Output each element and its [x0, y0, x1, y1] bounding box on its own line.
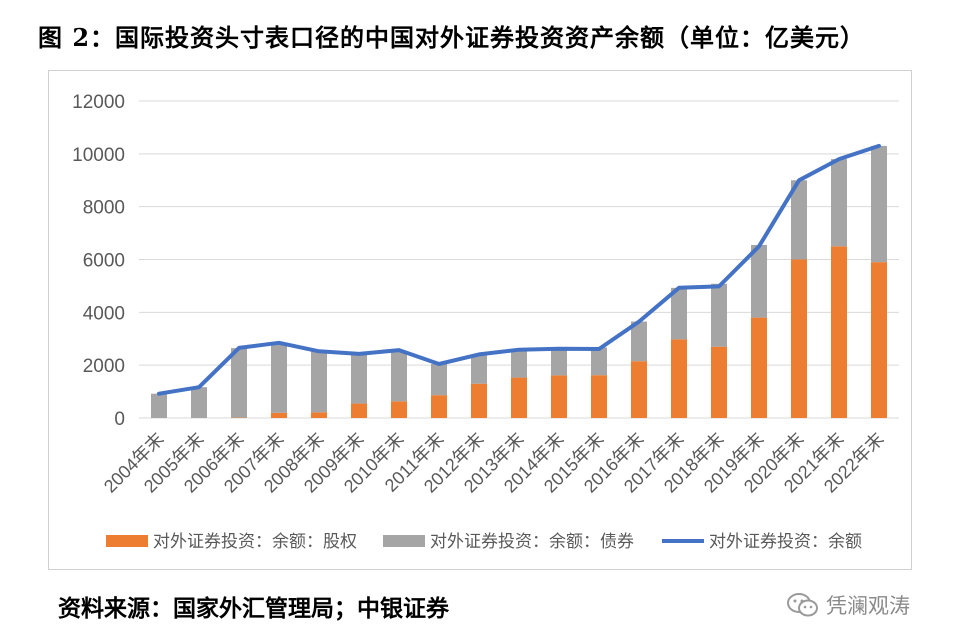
legend-label-equity: 对外证券投资：余额：股权: [153, 532, 357, 551]
y-tick-label: 10000: [72, 145, 125, 166]
y-tick-label: 2000: [83, 356, 125, 377]
bar-equity: [631, 361, 647, 418]
bar-debt: [351, 353, 367, 404]
bar-debt: [271, 342, 287, 413]
bar-debt: [191, 387, 207, 418]
bar-equity: [671, 339, 687, 418]
bar-debt: [711, 283, 727, 347]
legend-label-total: 对外证券投资：余额: [709, 532, 862, 551]
bar-debt: [831, 159, 847, 247]
y-tick-label: 6000: [83, 251, 125, 272]
bar-debt: [151, 393, 167, 418]
y-tick-label: 0: [114, 409, 125, 430]
y-tick-label: 12000: [72, 92, 125, 113]
bar-equity: [391, 401, 407, 418]
bar-debt: [671, 287, 687, 340]
bar-equity: [831, 246, 847, 418]
bar-equity: [591, 375, 607, 418]
bar-equity: [271, 412, 287, 418]
legend-swatch-debt: [383, 535, 425, 547]
line-total: [157, 143, 881, 396]
figure-title: 图 2：国际投资头寸表口径的中国对外证券投资资产余额（单位：亿美元）: [38, 23, 866, 52]
bar-debt: [471, 354, 487, 384]
y-tick-label: 4000: [83, 303, 125, 324]
bar-equity: [791, 259, 807, 418]
bar-equity: [351, 403, 367, 418]
watermark-text: 凭澜观涛: [826, 594, 910, 618]
bar-equity: [511, 377, 527, 418]
bar-debt: [751, 244, 767, 318]
bar-debt: [551, 348, 567, 376]
bar-equity: [711, 346, 727, 418]
bar-debt: [631, 321, 647, 362]
bar-debt: [431, 364, 447, 396]
y-tick-label: 8000: [83, 198, 125, 219]
bar-debt: [871, 145, 887, 263]
bar-equity: [871, 262, 887, 418]
bar-debt: [591, 347, 607, 376]
chart-canvas: 0200040006000800010000120002004年末2005年末2…: [72, 92, 899, 551]
bar-equity: [551, 375, 567, 418]
bar-debt: [791, 180, 807, 260]
bar-equity: [751, 317, 767, 418]
bar-equity: [431, 395, 447, 418]
legend-label-debt: 对外证券投资：余额：债券: [430, 532, 634, 551]
bar-debt: [511, 349, 527, 378]
bar-debt: [231, 348, 247, 418]
legend-swatch-equity: [106, 535, 148, 547]
bar-equity: [471, 383, 487, 418]
source-note: 资料来源：国家外汇管理局；中银证券: [58, 595, 449, 622]
chart-frame: 0 2000 4000 6000 8000 10000 12000 2004年末 2005年末 2…: [48, 70, 912, 570]
watermark: 凭澜观涛: [786, 590, 910, 620]
wechat-icon: [787, 593, 818, 617]
bar-equity: [311, 412, 327, 418]
bar-debt: [391, 351, 407, 402]
bar-debt: [311, 351, 327, 413]
